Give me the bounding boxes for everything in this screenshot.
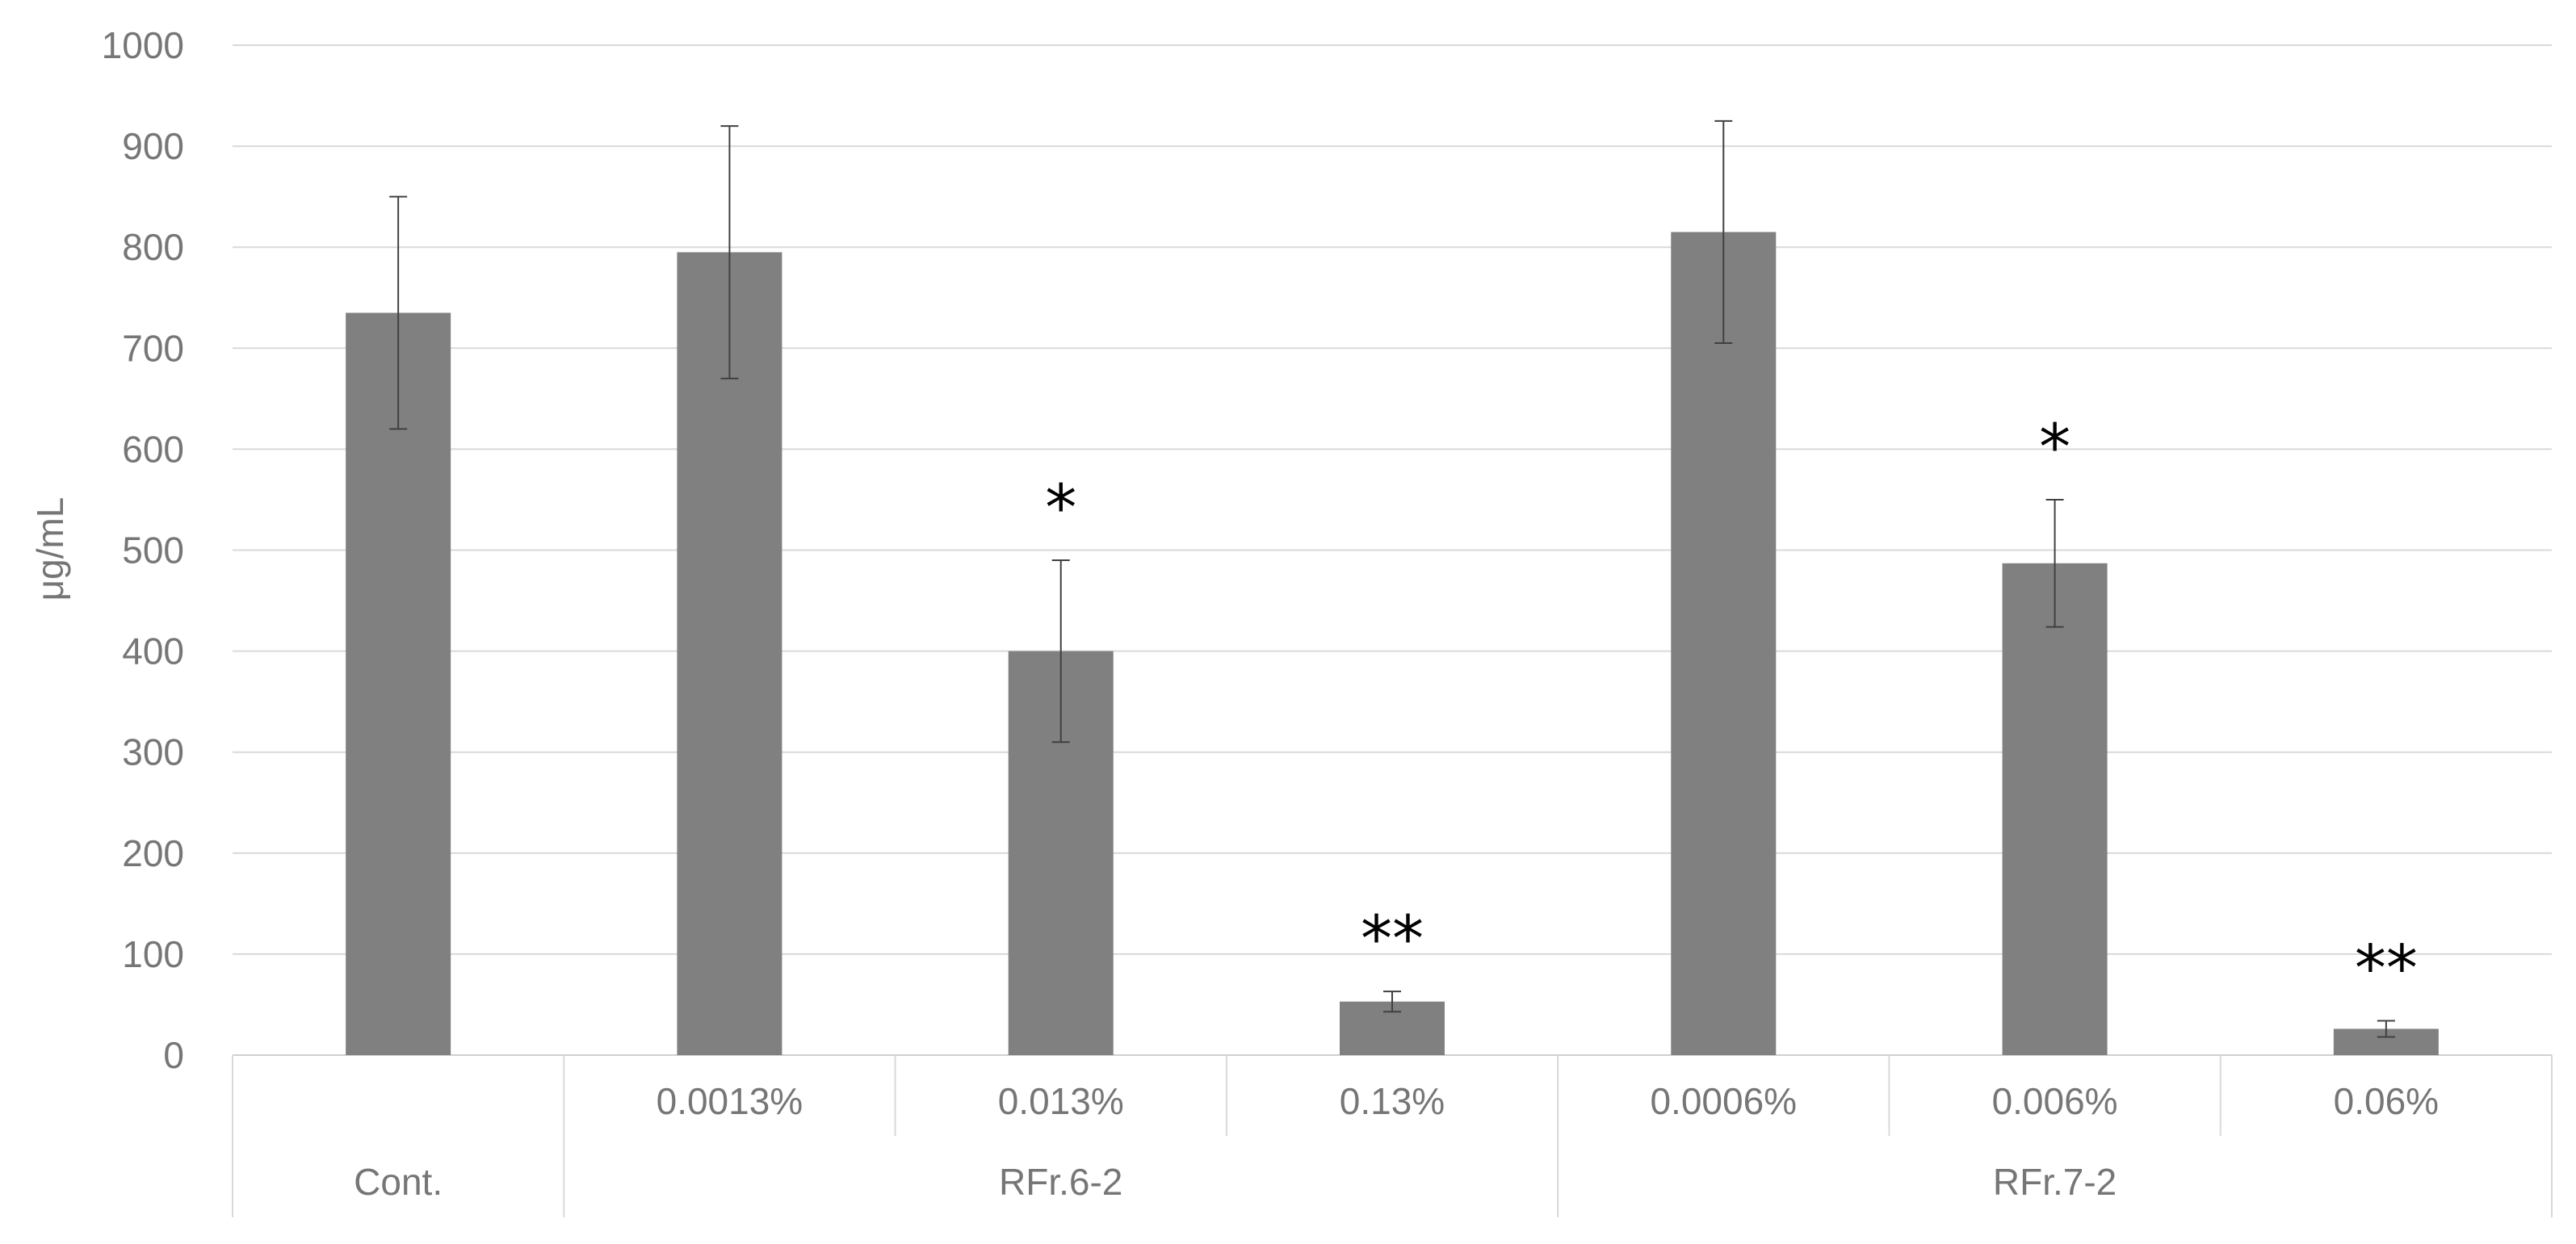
x-category-label: 0.06% [2334, 1080, 2439, 1122]
bar [677, 252, 782, 1056]
gridlines [233, 44, 2552, 1056]
x-axis: 0.0013% 0.013% 0.13% 0.0006% 0.006% 0.06% Cont… [232, 1055, 2553, 1217]
error-bars [389, 119, 2395, 1038]
x-group-label: Cont. [354, 1161, 443, 1203]
significance-marker: * [2039, 412, 2070, 484]
y-axis-ticks: 0 100 200 300 400 500 600 700 800 900 1000 [102, 24, 184, 1076]
x-category-label: 0.006% [1992, 1080, 2118, 1122]
y-tick-label: 300 [122, 731, 184, 773]
y-tick-label: 900 [122, 125, 184, 167]
y-tick-label: 500 [122, 530, 184, 572]
x-group-label: RFr.6-2 [999, 1161, 1122, 1203]
x-category-label: 0.0013% [657, 1080, 803, 1122]
y-tick-label: 1000 [102, 24, 184, 66]
bar [1671, 232, 1777, 1055]
y-tick-label: 600 [122, 428, 184, 470]
y-tick-label: 400 [122, 630, 184, 672]
significance-markers: ****** [1045, 412, 2418, 1006]
x-group-label: RFr.7-2 [1993, 1161, 2117, 1203]
y-tick-label: 0 [163, 1034, 184, 1076]
y-tick-label: 200 [122, 832, 184, 874]
significance-marker: ** [1361, 903, 1424, 976]
x-category-label: 0.013% [998, 1080, 1124, 1122]
x-category-label: 0.13% [1340, 1080, 1445, 1122]
y-axis-title: μg/mL [29, 497, 71, 601]
significance-marker: * [1045, 472, 1076, 545]
bar [2002, 563, 2108, 1055]
x-category-label: 0.0006% [1650, 1080, 1797, 1122]
y-tick-label: 800 [122, 226, 184, 268]
significance-marker: ** [2355, 932, 2418, 1005]
y-tick-label: 100 [122, 933, 184, 975]
bar [346, 312, 451, 1055]
y-tick-label: 700 [122, 327, 184, 369]
bars [346, 232, 2439, 1056]
